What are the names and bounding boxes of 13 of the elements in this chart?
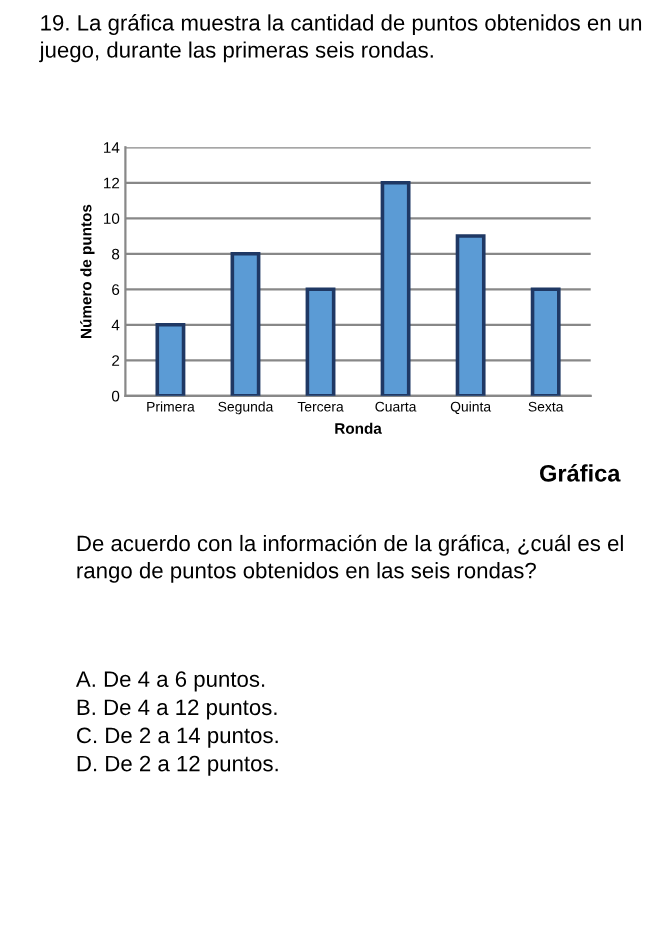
chart-title: 19. La gráfica muestra la cantidad de puntos obtenidos en un juego, durante las primeras seis rondas. bbox=[39, 14, 642, 63]
text: Gráfica bbox=[540, 464, 621, 482]
bar bbox=[230, 251, 261, 396]
text: A. De 4 a 6 puntos. bbox=[75, 671, 265, 692]
text: De acuerdo con la información de la gráfica, ¿cuál es el rango de puntos obtenidos en las seis rondas? bbox=[77, 534, 623, 583]
bar bbox=[305, 287, 336, 396]
text: C. De 2 a 14 puntos. bbox=[77, 727, 278, 748]
bar bbox=[155, 323, 186, 396]
text: D. De 2 a 12 puntos. bbox=[77, 755, 278, 776]
bar bbox=[380, 180, 411, 396]
bar bbox=[530, 287, 561, 396]
bar bbox=[455, 234, 486, 396]
text: B. De 4 a 12 puntos. bbox=[77, 699, 277, 720]
